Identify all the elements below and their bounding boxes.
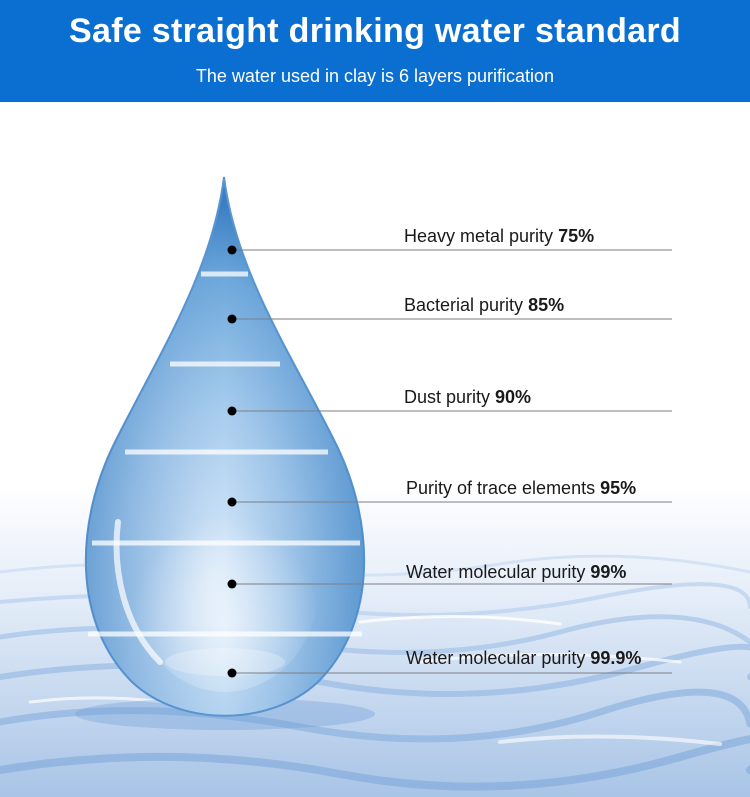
layer-value: 85% (528, 295, 565, 315)
layer-leaders (227, 245, 672, 678)
layer-dot (227, 497, 237, 507)
layer-name: Heavy metal purity (404, 226, 559, 246)
page-title: Safe straight drinking water standard (69, 12, 681, 50)
layer-label: Water molecular purity 99% (406, 562, 626, 583)
layer-dot (227, 668, 237, 678)
layer-name: Water molecular purity (406, 648, 591, 668)
layer-label: Heavy metal purity 75% (404, 226, 594, 247)
layer-dot (227, 245, 237, 255)
layer-label: Dust purity 90% (404, 387, 531, 408)
water-drop-illustration: Heavy metal purity 75% Bacterial purity 8… (0, 102, 750, 797)
header-banner: Safe straight drinking water standard Th… (0, 0, 750, 102)
layer-label: Purity of trace elements 95% (406, 478, 636, 499)
layer-value: 90% (495, 387, 532, 407)
layer-value: 99.9% (590, 648, 642, 668)
water-drop (84, 176, 366, 717)
layer-value: 75% (558, 226, 595, 246)
layer-dot (227, 579, 237, 589)
layer-name: Water molecular purity (406, 562, 591, 582)
layer-dot (227, 314, 237, 324)
layer-value: 95% (600, 478, 637, 498)
layer-name: Purity of trace elements (406, 478, 601, 498)
layer-name: Dust purity (404, 387, 496, 407)
layer-label: Water molecular purity 99.9% (406, 648, 641, 669)
layer-value: 99% (590, 562, 627, 582)
layer-dot (227, 406, 237, 416)
water-scene-svg (0, 102, 750, 797)
layer-label: Bacterial purity 85% (404, 295, 564, 316)
page-subtitle: The water used in clay is 6 layers purif… (195, 66, 555, 86)
layer-name: Bacterial purity (404, 295, 529, 315)
